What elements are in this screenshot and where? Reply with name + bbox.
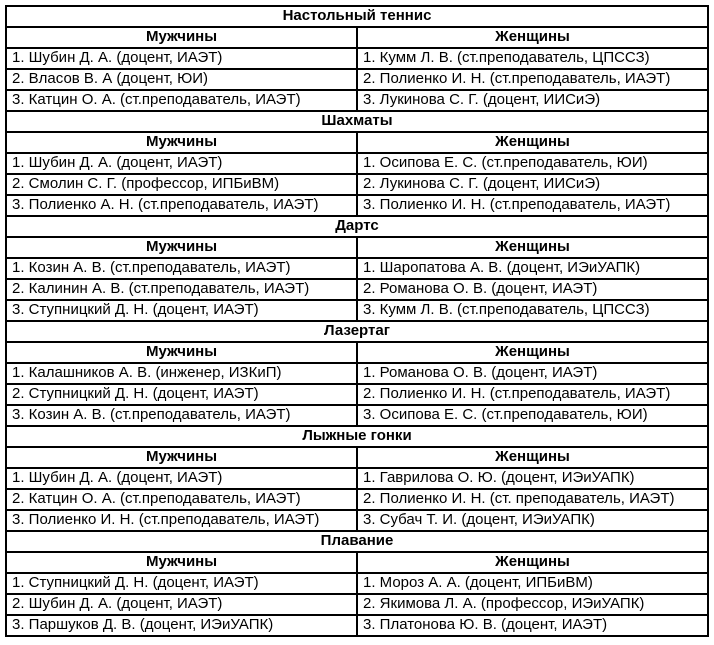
men-result-cell: 3. Полиенко И. Н. (ст.преподаватель, ИАЭ… xyxy=(5,509,358,532)
women-result-cell: 1. Кумм Л. В. (ст.преподаватель, ЦПССЗ) xyxy=(356,47,709,70)
table-row: 3. Полиенко И. Н. (ст.преподаватель, ИАЭ… xyxy=(5,509,709,532)
men-result-cell: 3. Козин А. В. (ст.преподаватель, ИАЭТ) xyxy=(5,404,358,427)
women-header: Женщины xyxy=(356,551,709,574)
table-row: 3. Паршуков Д. В. (доцент, ИЭиУАПК) 3. П… xyxy=(5,614,709,637)
table-row: 3. Полиенко А. Н. (ст.преподаватель, ИАЭ… xyxy=(5,194,709,217)
men-result-cell: 3. Ступницкий Д. Н. (доцент, ИАЭТ) xyxy=(5,299,358,322)
men-header: Мужчины xyxy=(5,131,358,154)
women-result-cell: 3. Субач Т. И. (доцент, ИЭиУАПК) xyxy=(356,509,709,532)
men-result-cell: 2. Власов В. А (доцент, ЮИ) xyxy=(5,68,358,91)
sport-title: Настольный теннис xyxy=(5,5,709,28)
table-row: Дартс xyxy=(5,215,709,238)
table-row: 1. Козин А. В. (ст.преподаватель, ИАЭТ) … xyxy=(5,257,709,280)
women-result-cell: 3. Осипова Е. С. (ст.преподаватель, ЮИ) xyxy=(356,404,709,427)
table-row: Лазертаг xyxy=(5,320,709,343)
women-result-cell: 1. Мороз А. А. (доцент, ИПБиВМ) xyxy=(356,572,709,595)
table-row: 1. Калашников А. В. (инженер, ИЗКиП) 1. … xyxy=(5,362,709,385)
men-result-cell: 3. Катцин О. А. (ст.преподаватель, ИАЭТ) xyxy=(5,89,358,112)
women-header: Женщины xyxy=(356,236,709,259)
sport-title: Шахматы xyxy=(5,110,709,133)
men-header: Мужчины xyxy=(5,341,358,364)
women-result-cell: 2. Полиенко И. Н. (ст.преподаватель, ИАЭ… xyxy=(356,383,709,406)
men-result-cell: 3. Полиенко А. Н. (ст.преподаватель, ИАЭ… xyxy=(5,194,358,217)
women-result-cell: 2. Полиенко И. Н. (ст. преподаватель, ИА… xyxy=(356,488,709,511)
table-row: Плавание xyxy=(5,530,709,553)
men-result-cell: 1. Шубин Д. А. (доцент, ИАЭТ) xyxy=(5,47,358,70)
table-row: 2. Катцин О. А. (ст.преподаватель, ИАЭТ)… xyxy=(5,488,709,511)
women-result-cell: 2. Полиенко И. Н. (ст.преподаватель, ИАЭ… xyxy=(356,68,709,91)
women-result-cell: 1. Гаврилова О. Ю. (доцент, ИЭиУАПК) xyxy=(356,467,709,490)
sport-title: Лыжные гонки xyxy=(5,425,709,448)
women-header: Женщины xyxy=(356,131,709,154)
sport-title: Плавание xyxy=(5,530,709,553)
table-row: 2. Смолин С. Г. (профессор, ИПБиВМ) 2. Л… xyxy=(5,173,709,196)
women-result-cell: 3. Платонова Ю. В. (доцент, ИАЭТ) xyxy=(356,614,709,637)
table-row: 3. Козин А. В. (ст.преподаватель, ИАЭТ) … xyxy=(5,404,709,427)
women-result-cell: 2. Романова О. В. (доцент, ИАЭТ) xyxy=(356,278,709,301)
men-result-cell: 2. Катцин О. А. (ст.преподаватель, ИАЭТ) xyxy=(5,488,358,511)
women-result-cell: 1. Осипова Е. С. (ст.преподаватель, ЮИ) xyxy=(356,152,709,175)
women-header: Женщины xyxy=(356,26,709,49)
women-result-cell: 3. Лукинова С. Г. (доцент, ИИСиЭ) xyxy=(356,89,709,112)
table-row: Лыжные гонки xyxy=(5,425,709,448)
men-header: Мужчины xyxy=(5,551,358,574)
women-result-cell: 3. Полиенко И. Н. (ст.преподаватель, ИАЭ… xyxy=(356,194,709,217)
men-header: Мужчины xyxy=(5,236,358,259)
women-result-cell: 2. Лукинова С. Г. (доцент, ИИСиЭ) xyxy=(356,173,709,196)
women-result-cell: 1. Романова О. В. (доцент, ИАЭТ) xyxy=(356,362,709,385)
table-row: 2. Власов В. А (доцент, ЮИ) 2. Полиенко … xyxy=(5,68,709,91)
women-result-cell: 1. Шаропатова А. В. (доцент, ИЭиУАПК) xyxy=(356,257,709,280)
table-row: 2. Ступницкий Д. Н. (доцент, ИАЭТ) 2. По… xyxy=(5,383,709,406)
table-row: Мужчины Женщины xyxy=(5,341,709,364)
men-header: Мужчины xyxy=(5,446,358,469)
women-result-cell: 2. Якимова Л. А. (профессор, ИЭиУАПК) xyxy=(356,593,709,616)
men-result-cell: 1. Ступницкий Д. Н. (доцент, ИАЭТ) xyxy=(5,572,358,595)
women-result-cell: 3. Кумм Л. В. (ст.преподаватель, ЦПССЗ) xyxy=(356,299,709,322)
women-header: Женщины xyxy=(356,341,709,364)
men-result-cell: 1. Козин А. В. (ст.преподаватель, ИАЭТ) xyxy=(5,257,358,280)
table-row: 2. Калинин А. В. (ст.преподаватель, ИАЭТ… xyxy=(5,278,709,301)
table-row: 1. Шубин Д. А. (доцент, ИАЭТ) 1. Гаврило… xyxy=(5,467,709,490)
table-row: Мужчины Женщины xyxy=(5,551,709,574)
men-header: Мужчины xyxy=(5,26,358,49)
men-result-cell: 2. Ступницкий Д. Н. (доцент, ИАЭТ) xyxy=(5,383,358,406)
results-table: Настольный теннис Мужчины Женщины 1. Шуб… xyxy=(5,5,709,637)
table-row: 1. Шубин Д. А. (доцент, ИАЭТ) 1. Кумм Л.… xyxy=(5,47,709,70)
women-header: Женщины xyxy=(356,446,709,469)
table-row: Настольный теннис xyxy=(5,5,709,28)
sport-title: Лазертаг xyxy=(5,320,709,343)
men-result-cell: 2. Смолин С. Г. (профессор, ИПБиВМ) xyxy=(5,173,358,196)
table-row: 3. Ступницкий Д. Н. (доцент, ИАЭТ) 3. Ку… xyxy=(5,299,709,322)
table-row: Мужчины Женщины xyxy=(5,26,709,49)
table-row: 2. Шубин Д. А. (доцент, ИАЭТ) 2. Якимова… xyxy=(5,593,709,616)
men-result-cell: 1. Шубин Д. А. (доцент, ИАЭТ) xyxy=(5,467,358,490)
men-result-cell: 1. Шубин Д. А. (доцент, ИАЭТ) xyxy=(5,152,358,175)
men-result-cell: 1. Калашников А. В. (инженер, ИЗКиП) xyxy=(5,362,358,385)
table-row: Мужчины Женщины xyxy=(5,131,709,154)
table-row: 3. Катцин О. А. (ст.преподаватель, ИАЭТ)… xyxy=(5,89,709,112)
table-row: Мужчины Женщины xyxy=(5,446,709,469)
sport-title: Дартс xyxy=(5,215,709,238)
men-result-cell: 3. Паршуков Д. В. (доцент, ИЭиУАПК) xyxy=(5,614,358,637)
men-result-cell: 2. Калинин А. В. (ст.преподаватель, ИАЭТ… xyxy=(5,278,358,301)
men-result-cell: 2. Шубин Д. А. (доцент, ИАЭТ) xyxy=(5,593,358,616)
table-row: Шахматы xyxy=(5,110,709,133)
table-row: Мужчины Женщины xyxy=(5,236,709,259)
table-row: 1. Шубин Д. А. (доцент, ИАЭТ) 1. Осипова… xyxy=(5,152,709,175)
table-row: 1. Ступницкий Д. Н. (доцент, ИАЭТ) 1. Мо… xyxy=(5,572,709,595)
